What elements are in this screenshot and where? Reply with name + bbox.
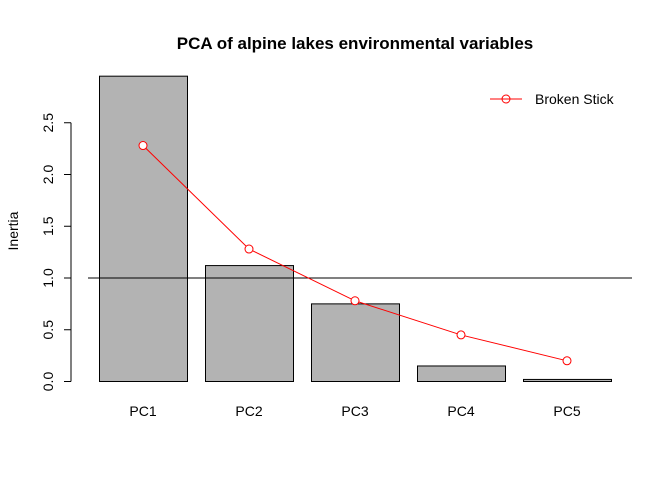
broken-stick-point-pc4 xyxy=(456,330,466,340)
broken-stick-point-pc2 xyxy=(244,244,254,254)
broken-stick-point-pc1 xyxy=(138,141,148,151)
bar-pc2 xyxy=(205,265,294,382)
chart-title: PCA of alpine lakes environmental variab… xyxy=(177,34,534,53)
y-tick-label: 0.0 xyxy=(40,372,56,392)
legend: Broken Stick xyxy=(490,91,615,107)
x-axis-labels: PC1 PC2 PC3 PC4 PC5 xyxy=(129,403,580,419)
legend-marker-swatch xyxy=(501,94,511,104)
x-tick-label-pc2: PC2 xyxy=(235,403,262,419)
x-tick-label-pc1: PC1 xyxy=(129,403,156,419)
y-axis: 0.0 0.5 1.0 1.5 2.0 2.5 xyxy=(40,113,72,392)
x-tick-label-pc3: PC3 xyxy=(341,403,368,419)
legend-label-broken-stick: Broken Stick xyxy=(535,91,615,107)
y-tick-label: 1.0 xyxy=(40,268,56,288)
x-tick-label-pc4: PC4 xyxy=(447,403,474,419)
broken-stick-point-pc3 xyxy=(350,296,360,306)
y-tick-label: 1.5 xyxy=(40,216,56,236)
y-axis-label: Inertia xyxy=(5,211,21,250)
bar-pc1 xyxy=(99,75,188,383)
broken-stick-layer xyxy=(138,141,572,366)
y-tick-label: 2.0 xyxy=(40,165,56,185)
bar-pc3 xyxy=(311,303,400,382)
bar-pc5 xyxy=(523,378,612,382)
bar-pc4 xyxy=(417,365,506,383)
y-tick-label: 0.5 xyxy=(40,320,56,340)
bars-layer xyxy=(99,75,612,383)
x-tick-label-pc5: PC5 xyxy=(553,403,580,419)
y-tick-label: 2.5 xyxy=(40,113,56,133)
broken-stick-point-pc5 xyxy=(562,356,572,366)
